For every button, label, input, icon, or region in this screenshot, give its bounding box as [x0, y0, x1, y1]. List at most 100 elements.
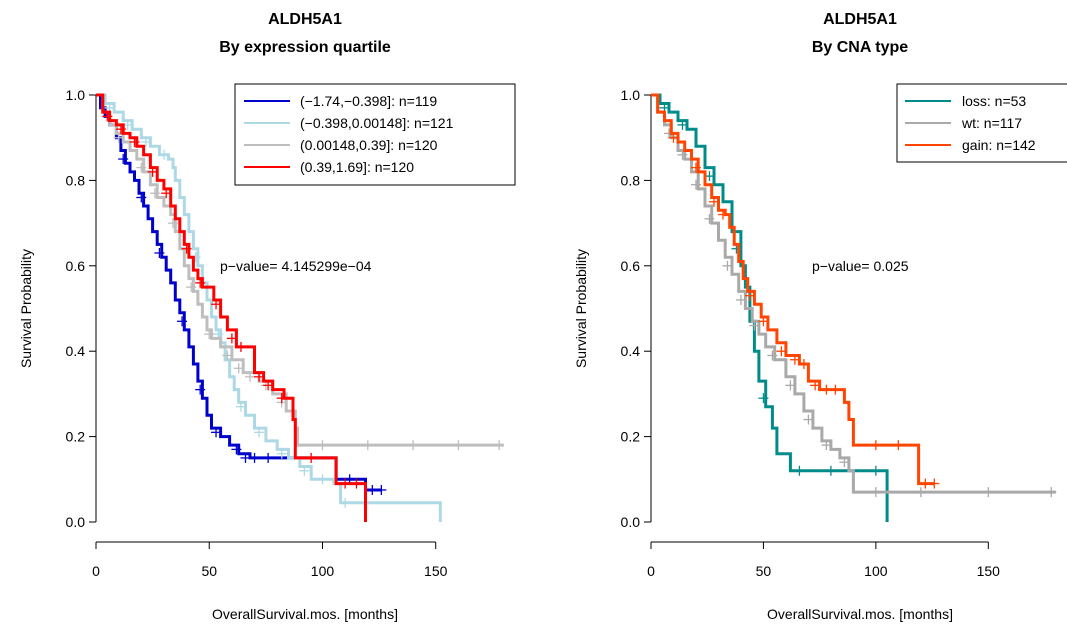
censor-mark — [690, 162, 701, 173]
x-tick-label: 150 — [977, 563, 1001, 579]
censor-mark — [231, 444, 242, 455]
censor-mark — [690, 179, 701, 190]
y-tick-label: 0.6 — [621, 258, 641, 274]
censor-mark — [798, 359, 809, 370]
censor-mark — [758, 393, 769, 404]
p-value-annotation: p−value= 0.025 — [812, 258, 909, 274]
censor-mark — [186, 282, 197, 293]
series-line-2 — [96, 93, 442, 522]
chart-panel-2: ALDH5A1 By CNA type 0.0 0.2 0.4 0.6 0.8 1.0 0 50 1… — [573, 11, 1067, 622]
censor-mark — [263, 452, 274, 463]
censor-mark — [226, 333, 237, 344]
censor-mark — [317, 440, 328, 451]
censor-mark — [147, 166, 158, 177]
y-tick-label: 0.0 — [66, 514, 86, 530]
censor-mark — [668, 132, 679, 143]
censor-mark — [158, 149, 169, 160]
censor-mark — [136, 192, 147, 203]
censor-mark — [249, 452, 260, 463]
legend-entry-1: (−1.74,−0.398]: n=119 — [300, 93, 437, 109]
legend: (−1.74,−0.398]: n=119 (−0.398,0.00148]: n… — [234, 83, 516, 186]
legend-entry-3: (0.00148,0.39]: n=120 — [300, 137, 438, 153]
censor-mark — [677, 149, 688, 160]
censor-mark — [235, 401, 246, 412]
chart-subtitle: By CNA type — [812, 39, 908, 56]
chart-panel-1: ALDH5A1 By expression quartile 0.0 0.2 0.4 0.… — [18, 11, 516, 622]
x-tick-label: 100 — [864, 563, 888, 579]
chart-subtitle: By expression quartile — [219, 39, 391, 56]
censor-mark — [915, 487, 926, 498]
censor-mark — [717, 209, 728, 220]
legend-entry-2: wt: n=117 — [961, 115, 1022, 131]
censor-mark — [140, 136, 151, 147]
censor-mark — [245, 371, 256, 382]
censor-mark — [195, 277, 206, 288]
x-axis-label: OverallSurvival.mos. [months] — [767, 606, 953, 622]
censor-mark — [821, 440, 832, 451]
censor-mark — [758, 316, 769, 327]
censor-mark — [211, 299, 222, 310]
censor-mark — [789, 354, 800, 365]
censor-mark — [821, 384, 832, 395]
censor-mark — [870, 440, 881, 451]
censor-mark — [168, 218, 179, 229]
x-tick-label: 100 — [311, 563, 335, 579]
censor-mark — [340, 478, 351, 489]
censor-mark — [870, 465, 881, 476]
series-line-3 — [651, 93, 935, 486]
censor-mark — [810, 380, 821, 391]
y-tick-label: 1.0 — [66, 87, 86, 103]
censor-mark — [136, 162, 147, 173]
censor-mark — [722, 260, 733, 271]
censor-mark — [453, 440, 464, 451]
censor-mark — [704, 213, 715, 224]
censor-mark — [744, 290, 755, 301]
censor-mark — [254, 427, 265, 438]
y-tick-label: 0.0 — [621, 514, 641, 530]
p-value-annotation: p−value= 4.145299e−04 — [220, 258, 372, 274]
censor-mark — [263, 380, 274, 391]
x-tick-label: 0 — [92, 563, 100, 579]
y-tick-label: 0.2 — [621, 429, 641, 445]
legend-entry-1: loss: n=53 — [962, 93, 1026, 109]
censor-mark — [154, 247, 165, 258]
y-tick-label: 0.8 — [66, 172, 86, 188]
censor-mark — [222, 350, 233, 361]
censor-mark — [929, 478, 940, 489]
censor-mark — [803, 414, 814, 425]
censor-mark — [211, 427, 222, 438]
y-axis-label: Survival Probability — [18, 249, 34, 368]
censor-mark — [735, 294, 746, 305]
censor-mark — [299, 465, 310, 476]
censor-mark — [870, 487, 881, 498]
censor-mark — [367, 484, 378, 495]
censor-mark — [115, 124, 126, 135]
censor-mark — [494, 440, 505, 451]
y-tick-label: 0.4 — [621, 343, 641, 359]
plot-area — [651, 93, 1057, 522]
plot-area — [96, 93, 505, 522]
y-tick-label: 0.8 — [621, 172, 641, 188]
y-tick-label: 0.6 — [66, 258, 86, 274]
censor-mark — [102, 111, 113, 122]
censor-mark — [306, 452, 317, 463]
censor-mark — [351, 478, 362, 489]
censor-mark — [1046, 487, 1057, 498]
y-tick-label: 0.4 — [66, 343, 86, 359]
censor-mark — [204, 329, 215, 340]
legend: loss: n=53 wt: n=117 gain: n=142 — [896, 83, 1067, 163]
censor-mark — [920, 478, 931, 489]
x-tick-label: 50 — [201, 563, 217, 579]
censor-mark — [362, 440, 373, 451]
x-tick-label: 50 — [756, 563, 772, 579]
censor-mark — [893, 440, 904, 451]
y-tick-label: 1.0 — [621, 87, 641, 103]
y-tick-label: 0.2 — [66, 429, 86, 445]
censor-mark — [677, 119, 688, 130]
censor-mark — [118, 154, 129, 165]
censor-mark — [240, 452, 251, 463]
censor-mark — [233, 363, 244, 374]
censor-mark — [129, 136, 140, 147]
x-axis-label: OverallSurvival.mos. [months] — [212, 606, 398, 622]
